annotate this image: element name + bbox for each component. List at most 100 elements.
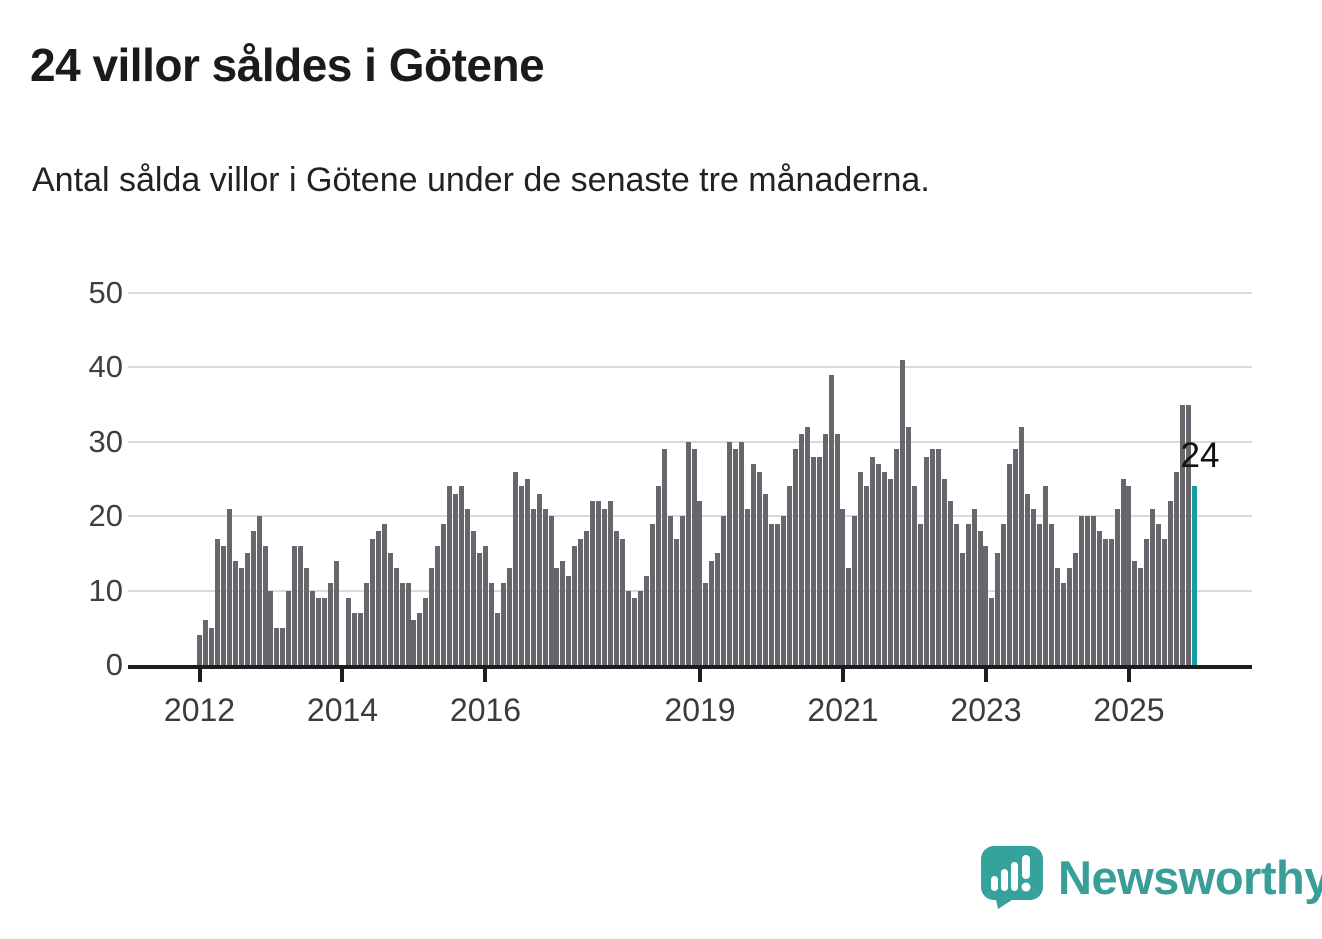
highlighted-bar — [1192, 486, 1198, 665]
x-axis-tick-label: 2014 — [306, 692, 379, 728]
bar — [846, 568, 852, 665]
bar — [429, 568, 435, 665]
bar — [453, 493, 459, 665]
bar — [357, 612, 363, 665]
bar — [1090, 516, 1096, 665]
bar — [1162, 538, 1168, 665]
newsworthy-logo: Newsworthy — [980, 845, 1322, 909]
bar — [804, 426, 810, 665]
bar — [500, 583, 506, 665]
bar — [471, 531, 477, 665]
bar — [625, 590, 631, 665]
bar — [292, 545, 298, 665]
bar — [917, 523, 923, 665]
bar — [679, 516, 685, 665]
bar — [852, 516, 858, 665]
bar — [620, 538, 626, 665]
gridline — [128, 366, 1252, 369]
bar — [703, 583, 709, 665]
bar — [864, 486, 870, 665]
bar — [1001, 523, 1007, 665]
y-axis-tick-label: 10 — [88, 572, 123, 608]
bar — [947, 501, 953, 665]
bar — [655, 486, 661, 665]
bar — [1180, 404, 1186, 665]
bar — [447, 486, 453, 665]
bar — [709, 560, 715, 665]
bar — [602, 508, 608, 665]
bar — [780, 516, 786, 665]
bar — [578, 538, 584, 665]
x-axis-tick — [983, 669, 988, 682]
bar — [1150, 508, 1156, 665]
bar — [888, 479, 894, 665]
bar — [280, 627, 286, 665]
bar — [697, 501, 703, 665]
bar — [1066, 568, 1072, 665]
bar — [792, 449, 798, 665]
bar — [554, 568, 560, 665]
y-axis-tick-label: 50 — [88, 275, 123, 310]
bar — [1120, 479, 1126, 665]
bar — [1132, 560, 1138, 665]
bar — [661, 449, 667, 665]
bar — [828, 374, 834, 665]
x-axis-tick-label: 2016 — [449, 692, 522, 728]
bar — [733, 449, 739, 665]
bar — [328, 583, 334, 665]
bar — [506, 568, 512, 665]
bar — [1013, 449, 1019, 665]
bar — [834, 434, 840, 665]
bar — [572, 545, 578, 665]
x-axis-tick — [840, 669, 845, 682]
bar — [441, 523, 447, 665]
bar — [375, 531, 381, 665]
x-axis-tick — [340, 669, 345, 682]
bar — [590, 501, 596, 665]
bar-chart-speech-bubble-icon — [980, 845, 1044, 909]
brand-name: Newsworthy — [1058, 850, 1322, 904]
bar — [351, 612, 357, 665]
bar — [929, 449, 935, 665]
bar — [1126, 486, 1132, 665]
bar — [197, 635, 202, 665]
bar — [1114, 508, 1120, 665]
bar — [566, 575, 572, 665]
bar — [667, 516, 673, 665]
x-axis-tick — [483, 669, 488, 682]
bar — [518, 486, 524, 665]
bar — [363, 583, 369, 665]
bar — [202, 620, 208, 665]
bar — [739, 441, 745, 665]
x-axis-tick-label: 2025 — [1093, 692, 1165, 728]
bar — [304, 568, 310, 665]
bar — [262, 545, 268, 665]
bar — [345, 598, 351, 665]
y-axis-tick-label: 0 — [105, 647, 123, 682]
bar — [858, 471, 864, 665]
bar — [417, 612, 423, 665]
x-axis-tick — [1126, 669, 1131, 682]
bar — [459, 486, 465, 665]
bar — [560, 560, 566, 665]
bar — [1168, 501, 1174, 665]
bar — [435, 545, 441, 665]
bar — [256, 516, 262, 665]
bar — [798, 434, 804, 665]
bar — [542, 508, 548, 665]
bar — [1108, 538, 1114, 665]
bar — [494, 612, 500, 665]
bar — [715, 553, 721, 665]
bar — [971, 508, 977, 665]
bar — [298, 545, 304, 665]
bar — [822, 434, 828, 665]
bar — [1084, 516, 1090, 665]
bar — [477, 553, 483, 665]
bar — [1025, 493, 1031, 665]
bar — [965, 523, 971, 665]
bar — [381, 523, 387, 665]
page-title: 24 villor såldes i Götene — [30, 39, 545, 91]
bar — [745, 508, 751, 665]
x-axis-tick — [197, 669, 202, 682]
